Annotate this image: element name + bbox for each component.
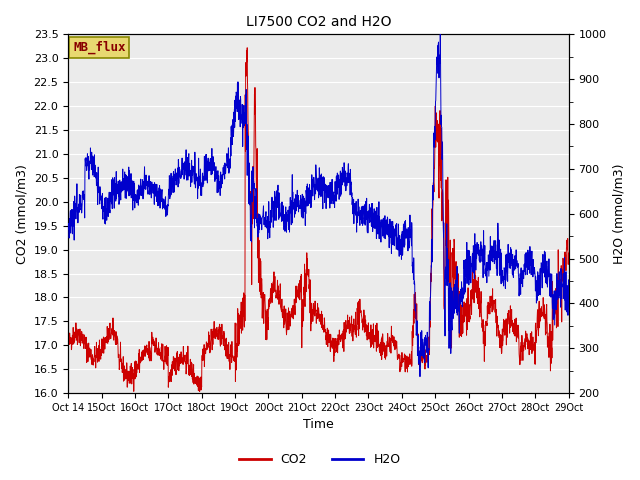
Y-axis label: CO2 (mmol/m3): CO2 (mmol/m3) xyxy=(15,164,28,264)
Y-axis label: H2O (mmol/m3): H2O (mmol/m3) xyxy=(612,164,625,264)
Legend: CO2, H2O: CO2, H2O xyxy=(234,448,406,471)
Text: MB_flux: MB_flux xyxy=(73,40,125,54)
X-axis label: Time: Time xyxy=(303,419,334,432)
Title: LI7500 CO2 and H2O: LI7500 CO2 and H2O xyxy=(246,15,391,29)
